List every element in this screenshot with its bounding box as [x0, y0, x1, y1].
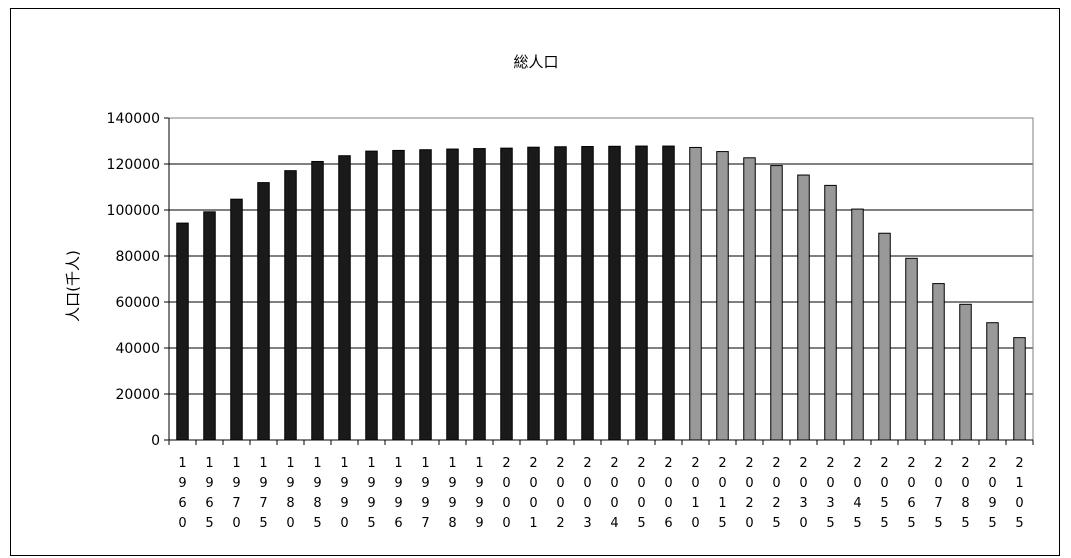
y-axis-label: 人口(千人) — [64, 250, 82, 322]
y-tick-label: 80000 — [115, 249, 160, 265]
bar-2035 — [824, 184, 837, 441]
bar-2005 — [635, 145, 648, 441]
bar-1960 — [176, 222, 189, 441]
y-tick-label: 100000 — [107, 203, 160, 219]
bar-1997 — [419, 149, 432, 441]
bar-2010 — [689, 146, 702, 441]
bar-2045 — [851, 208, 864, 441]
axes — [168, 117, 1034, 441]
plot-area-border — [168, 117, 1034, 441]
population-bar-chart: 総人口 人口(千人) 0 20000 40000 60000 80000 100000 12… — [64, 53, 1034, 531]
y-tick-label: 60000 — [115, 295, 160, 311]
bar-1980 — [284, 170, 297, 441]
bar-2095 — [986, 322, 999, 441]
bar-2105 — [1013, 337, 1026, 441]
bar-1970 — [230, 198, 243, 441]
bar-2085 — [959, 303, 972, 441]
bars — [176, 145, 1026, 441]
bar-2065 — [905, 257, 918, 441]
bar-1995 — [365, 150, 378, 441]
bar-2055 — [878, 232, 891, 441]
bar-2020 — [743, 157, 756, 441]
bar-1965 — [203, 211, 216, 441]
bar-1985 — [311, 160, 324, 441]
bar-2025 — [770, 165, 783, 441]
bar-2006 — [662, 145, 675, 441]
bar-2030 — [797, 174, 810, 441]
bar-1998 — [446, 148, 459, 441]
bar-1996 — [392, 149, 405, 441]
y-tick-label: 120000 — [107, 157, 160, 173]
grid-lines — [169, 117, 1033, 395]
bar-2075 — [932, 283, 945, 441]
bar-2002 — [554, 146, 567, 441]
bar-2003 — [581, 146, 594, 441]
y-axis-ticks: 0 20000 40000 60000 80000 100000 120000 140000 — [107, 111, 169, 449]
bar-1999 — [473, 148, 486, 441]
chart-title: 総人口 — [513, 53, 558, 71]
bar-2000 — [500, 147, 513, 441]
bar-2001 — [527, 146, 540, 441]
bar-2015 — [716, 151, 729, 441]
y-tick-label: 140000 — [107, 111, 160, 127]
y-tick-label: 0 — [151, 433, 160, 449]
chart-frame: 総人口 人口(千人) 0 20000 40000 60000 80000 100000 12… — [10, 8, 1060, 556]
y-tick-label: 20000 — [115, 387, 160, 403]
y-tick-label: 40000 — [115, 341, 160, 357]
bar-1990 — [338, 155, 351, 441]
x-axis-ticks: 1 9 6 0 1 9 6 5 1 9 7 0 1 9 7 5 1 9 8 0 1 9 8 5 1 9 9 0 1 9 9 5 1 9 9 6 1 9 9 7… — [168, 440, 1034, 531]
bar-2004 — [608, 145, 621, 441]
bar-1975 — [257, 182, 270, 441]
